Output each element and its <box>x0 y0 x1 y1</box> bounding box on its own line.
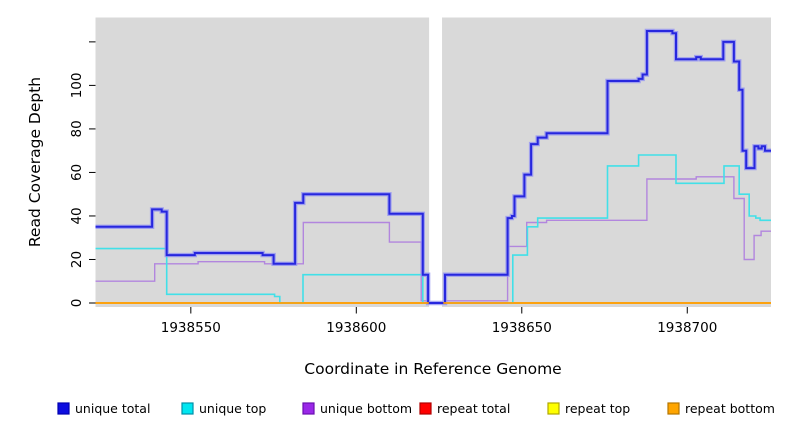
data-series-group <box>95 28 771 306</box>
x-tick-label: 1938700 <box>657 320 717 336</box>
y-tick-label: 80 <box>69 120 85 137</box>
legend-marker-unique-bottom <box>302 402 315 415</box>
legend-label-repeat-total: repeat total <box>437 401 510 416</box>
series-unique-total <box>95 30 771 304</box>
axis-ticks: 1938550 1938600 1938650 1938700 0 20 40 60 80 100 <box>69 41 717 336</box>
legend-marker-repeat-total <box>419 402 432 415</box>
legend-marker-unique-total <box>57 402 70 415</box>
legend-label-unique-bottom: unique bottom <box>320 401 412 416</box>
x-tick-label: 1938550 <box>161 320 221 336</box>
no-data-gap <box>429 17 443 307</box>
legend-label-repeat-top: repeat top <box>565 401 630 416</box>
legend-marker-unique-top <box>181 402 194 415</box>
x-tick-label: 1938650 <box>492 320 552 336</box>
y-axis-title: Read Coverage Depth <box>26 77 44 247</box>
y-tick-label: 0 <box>69 299 85 308</box>
legend-label-unique-total: unique total <box>75 401 150 416</box>
y-tick-label: 40 <box>69 207 85 224</box>
series-unique-top <box>95 154 771 304</box>
x-tick-label: 1938600 <box>326 320 386 336</box>
legend-marker-repeat-top <box>547 402 560 415</box>
legend-label-repeat-bottom: repeat bottom <box>685 401 775 416</box>
y-tick-label: 100 <box>69 73 85 99</box>
legend: unique total unique top unique bottom repea… <box>57 401 775 416</box>
x-axis-title: Coordinate in Reference Genome <box>304 360 561 378</box>
y-tick-label: 20 <box>69 251 85 268</box>
legend-label-unique-top: unique top <box>199 401 266 416</box>
y-tick-label: 60 <box>69 164 85 181</box>
legend-marker-repeat-bottom <box>667 402 680 415</box>
